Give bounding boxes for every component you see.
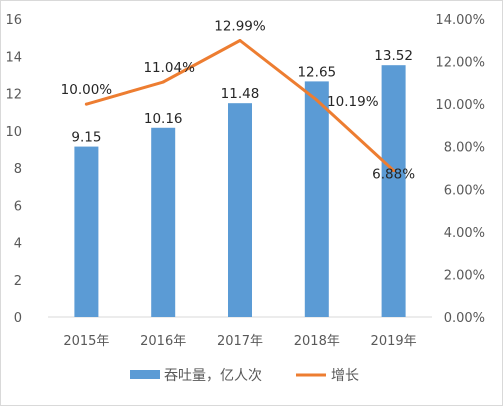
line-data-label: 12.99% [214,18,266,34]
bar-data-labels: 9.15 10.16 11.48 12.65 13.52 [71,48,413,145]
line-data-label: 11.04% [143,60,195,76]
bar-data-label: 12.65 [297,64,336,80]
right-axis-tick-label: 10.00% [435,98,485,113]
left-axis-tick-label: 6 [14,199,22,214]
line-point [315,98,319,102]
line-point [161,80,165,84]
legend: 吞吐量，亿人次 增长 [130,368,359,384]
left-axis-tick-label: 16 [5,13,22,28]
line-point [392,169,396,173]
x-axis-ticks: 2015年 2016年 2017年 2018年 2019年 [63,334,416,349]
left-axis-tick-label: 14 [5,50,22,65]
right-axis-tick-label: 0.00% [444,311,485,326]
x-axis-tick-label: 2018年 [294,334,340,349]
right-axis-tick-label: 2.00% [444,268,485,283]
right-axis-tick-label: 8.00% [444,141,485,156]
left-axis-tick-label: 8 [14,162,22,177]
x-axis-tick-label: 2017年 [217,334,263,349]
line-data-label: 6.88% [372,167,415,183]
line-series [84,38,396,173]
line-point [84,102,88,106]
left-axis-tick-label: 0 [14,311,22,326]
right-axis-tick-label: 12.00% [435,56,485,71]
left-axis-tick-label: 4 [14,237,22,252]
bar [381,65,406,317]
x-axis-tick-label: 2015年 [63,334,109,349]
x-axis-tick-label: 2019年 [371,334,417,349]
bar [304,81,329,317]
bar-data-label: 10.16 [144,111,183,127]
right-axis-tick-label: 14.00% [435,13,485,28]
legend-label-bar: 吞吐量，亿人次 [164,368,262,384]
line-data-label: 10.19% [327,94,379,110]
bar-series [74,65,406,318]
bar [74,146,99,317]
right-axis-ticks: 0.00% 2.00% 4.00% 6.00% 8.00% 10.00% 12.00% 14.… [435,13,485,326]
bar [228,103,252,317]
bar-data-label: 11.48 [221,86,260,102]
legend-label-line: 增长 [331,368,359,384]
line-data-label: 10.00% [61,82,113,98]
legend-swatch-bar [130,370,160,379]
line-data-labels: 10.00% 11.04% 12.99% 10.19% 6.88% [61,18,416,182]
right-axis-tick-label: 4.00% [444,226,485,241]
bar [151,127,176,318]
line-point [238,38,242,42]
left-axis-ticks: 0 2 4 6 8 10 12 14 16 [5,13,22,326]
bar-data-label: 13.52 [374,48,413,64]
bar-data-label: 9.15 [71,130,101,146]
left-axis-tick-label: 10 [5,125,22,140]
x-axis-tick-label: 2016年 [140,334,186,349]
left-axis-tick-label: 2 [14,274,22,289]
right-axis-tick-label: 6.00% [444,183,485,198]
left-axis-tick-label: 12 [5,88,22,103]
